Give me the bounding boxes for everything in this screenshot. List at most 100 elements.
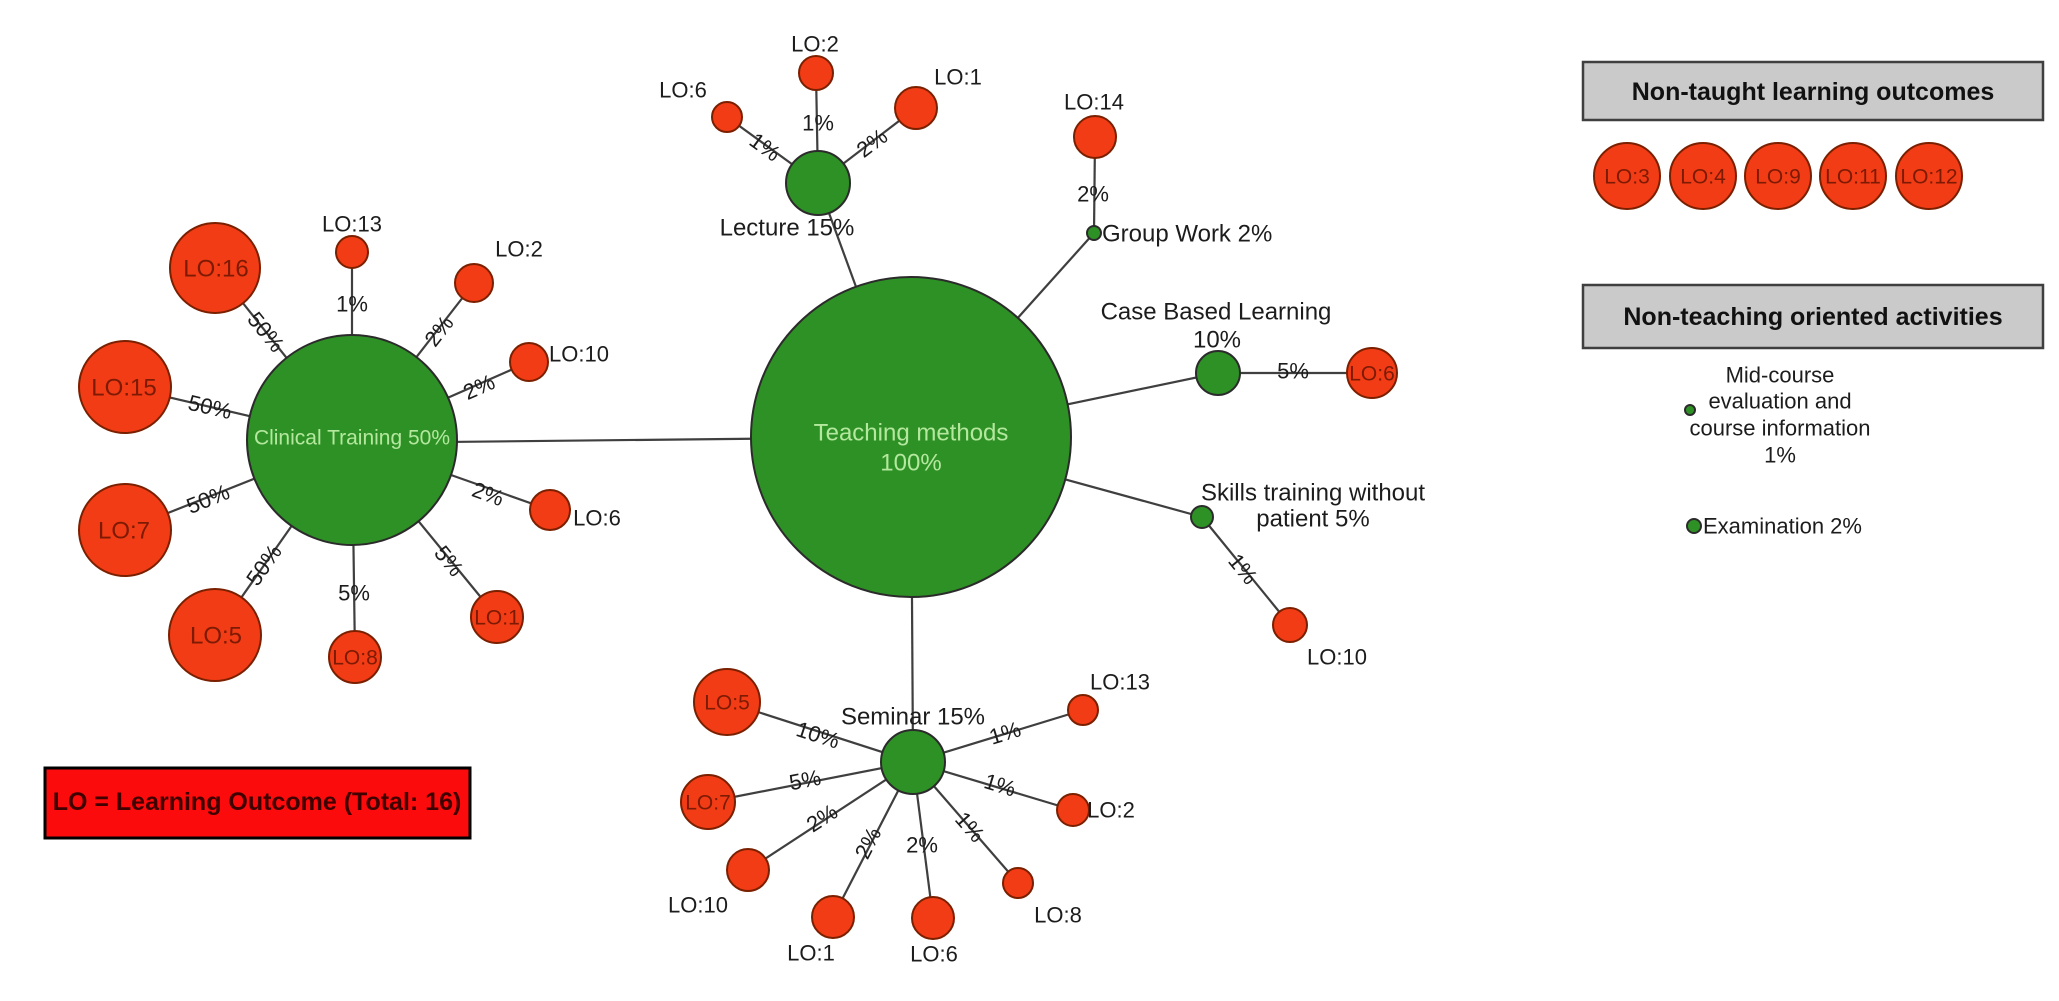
seminar-lo13-label: LO:13 bbox=[1090, 670, 1150, 695]
non-teaching-header-box bbox=[1581, 283, 2045, 350]
seminar-lo7-pct: 5% bbox=[787, 765, 823, 796]
clinical-lo16-pct: 50% bbox=[242, 307, 289, 357]
clinical-lo7-pct: 50% bbox=[183, 479, 233, 519]
legend-background bbox=[43, 766, 472, 840]
legend-label: LO = Learning Outcome (Total: 16) bbox=[53, 788, 462, 816]
seminar-lo5-label: LO:5 bbox=[704, 692, 750, 715]
seminar-lo1-pct: 2% bbox=[850, 823, 887, 863]
mid-course-label-line3: course information bbox=[1690, 416, 1871, 441]
seminar-lo5-node bbox=[693, 668, 761, 736]
seminar-lo6-pct: 2% bbox=[906, 833, 938, 858]
clinical-training-node bbox=[246, 334, 458, 546]
clinical-lo15-label: LO:15 bbox=[91, 375, 156, 402]
case-based-learning-node bbox=[1195, 350, 1241, 396]
lecture-lo2-label: LO:2 bbox=[791, 32, 839, 57]
seminar-lo13-pct: 1% bbox=[986, 716, 1024, 749]
clinical-lo13-node bbox=[335, 235, 369, 269]
teaching-methods-node bbox=[750, 276, 1072, 598]
skills-label-line1: Skills training without bbox=[1201, 480, 1425, 507]
mid-course-label-line1: Mid-course bbox=[1726, 363, 1835, 388]
clinical-lo8-node bbox=[328, 630, 382, 684]
clinical-training-label: Clinical Training 50% bbox=[254, 427, 450, 450]
teaching-methods-label-line1: Teaching methods bbox=[814, 420, 1009, 447]
lecture-lo2-node bbox=[798, 55, 834, 91]
mid-course-label-line2: evaluation and bbox=[1708, 389, 1851, 414]
node-labels: Teaching methods 100% Clinical Training … bbox=[91, 32, 1425, 967]
seminar-lo1-label: LO:1 bbox=[787, 941, 835, 966]
seminar-node bbox=[880, 729, 946, 795]
seminar-lo8-label: LO:8 bbox=[1034, 903, 1082, 928]
non-taught-lo11-node bbox=[1819, 142, 1887, 210]
clinical-lo16-node bbox=[169, 222, 261, 314]
lecture-node bbox=[785, 150, 851, 216]
non-taught-lo9-node bbox=[1744, 142, 1812, 210]
seminar-lo2-node bbox=[1056, 793, 1090, 827]
lecture-lo6-label: LO:6 bbox=[659, 78, 707, 103]
case-based-label-line2: 10% bbox=[1193, 327, 1241, 354]
lecture-lo2-pct: 1% bbox=[802, 111, 834, 136]
seminar-lo7-node bbox=[680, 774, 736, 830]
teaching-methods-label-line2: 100% bbox=[880, 450, 941, 477]
seminar-lo2-label: LO:2 bbox=[1087, 798, 1135, 823]
clinical-lo8-pct: 5% bbox=[338, 581, 370, 606]
edge-skills-lo10 bbox=[1201, 516, 1291, 626]
clinical-lo7-label: LO:7 bbox=[98, 518, 150, 545]
groupwork-lo14-node bbox=[1073, 115, 1117, 159]
clinical-lo16-label: LO:16 bbox=[183, 256, 248, 283]
skills-training-node bbox=[1190, 505, 1214, 529]
clinical-lo6-label: LO:6 bbox=[573, 506, 621, 531]
legend: LO = Learning Outcome (Total: 16) bbox=[43, 766, 472, 840]
group-work-node bbox=[1086, 225, 1102, 241]
clinical-lo13-label: LO:13 bbox=[322, 212, 382, 237]
non-taught-panel: Non-taught learning outcomes LO:3 LO:4 L… bbox=[1581, 60, 2045, 210]
examination-node bbox=[1686, 518, 1702, 534]
lecture-label: Lecture 15% bbox=[720, 215, 855, 242]
non-taught-title: Non-taught learning outcomes bbox=[1632, 78, 1995, 106]
non-taught-lo12-node bbox=[1895, 142, 1963, 210]
clinical-lo2-label: LO:2 bbox=[495, 237, 543, 262]
casebased-lo6-label: LO:6 bbox=[1349, 363, 1395, 386]
non-teaching-title: Non-teaching oriented activities bbox=[1623, 303, 2002, 331]
seminar-lo8-node bbox=[1002, 867, 1034, 899]
seminar-lo1-node bbox=[811, 895, 855, 939]
seminar-lo10-node bbox=[726, 848, 770, 892]
clinical-lo5-node bbox=[168, 588, 262, 682]
clinical-lo15-pct: 50% bbox=[186, 390, 235, 424]
seminar-lo7-label: LO:7 bbox=[685, 792, 731, 815]
clinical-lo6-pct: 2% bbox=[469, 477, 507, 511]
mid-course-label-line4: 1% bbox=[1764, 443, 1796, 468]
seminar-lo5-pct: 10% bbox=[793, 716, 843, 753]
clinical-lo1-label: LO:1 bbox=[474, 607, 520, 630]
edge-seminar-lo7 bbox=[707, 760, 914, 804]
non-taught-lo4-label: LO:4 bbox=[1680, 166, 1726, 189]
skills-label-line2: patient 5% bbox=[1256, 506, 1369, 533]
lecture-lo1-label: LO:1 bbox=[934, 65, 982, 90]
mid-course-node bbox=[1684, 404, 1696, 416]
non-taught-lo4-node bbox=[1669, 142, 1737, 210]
clinical-lo5-label: LO:5 bbox=[190, 623, 242, 650]
non-taught-header-box bbox=[1581, 60, 2045, 122]
lecture-lo6-node bbox=[711, 101, 743, 133]
non-teaching-panel: Non-teaching oriented activities Mid-cou… bbox=[1581, 283, 2045, 539]
non-taught-lo3-node bbox=[1593, 142, 1661, 210]
seminar-lo6-node bbox=[911, 896, 955, 940]
clinical-lo13-pct: 1% bbox=[336, 292, 368, 317]
casebased-lo6-node bbox=[1346, 347, 1398, 399]
non-taught-lo11-label: LO:11 bbox=[1825, 166, 1881, 189]
skills-lo10-label: LO:10 bbox=[1307, 645, 1367, 670]
clinical-lo5-pct: 50% bbox=[241, 540, 287, 590]
clinical-lo1-node bbox=[470, 590, 524, 644]
clinical-lo15-node bbox=[78, 340, 172, 434]
lecture-lo1-node bbox=[894, 86, 938, 130]
non-taught-lo12-label: LO:12 bbox=[1900, 166, 1957, 189]
nodes bbox=[78, 55, 1398, 940]
case-based-label-line1: Case Based Learning bbox=[1101, 299, 1332, 326]
seminar-lo13-node bbox=[1067, 694, 1099, 726]
clinical-lo7-node bbox=[78, 483, 172, 577]
non-taught-lo3-label: LO:3 bbox=[1604, 166, 1650, 189]
group-work-label: Group Work 2% bbox=[1102, 221, 1272, 248]
clinical-lo10-node bbox=[509, 342, 549, 382]
clinical-lo10-pct: 2% bbox=[459, 369, 498, 405]
